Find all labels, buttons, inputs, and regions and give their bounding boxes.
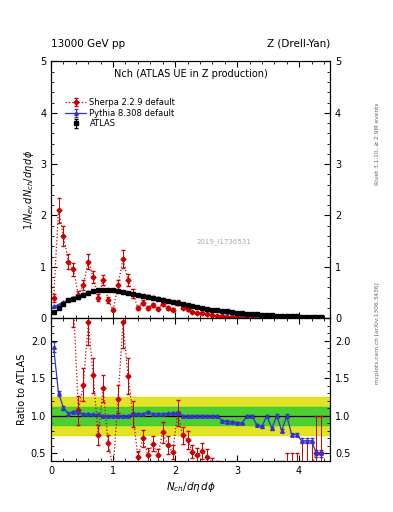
Text: Rivet 3.1.10, ≥ 2.9M events: Rivet 3.1.10, ≥ 2.9M events: [375, 102, 380, 185]
X-axis label: $N_{ch}/d\eta\,d\phi$: $N_{ch}/d\eta\,d\phi$: [165, 480, 216, 494]
Text: Z (Drell-Yan): Z (Drell-Yan): [267, 38, 330, 49]
Text: mcplots.cern.ch [arXiv:1306.3436]: mcplots.cern.ch [arXiv:1306.3436]: [375, 282, 380, 383]
Legend: Sherpa 2.2.9 default, Pythia 8.308 default, ATLAS: Sherpa 2.2.9 default, Pythia 8.308 defau…: [64, 96, 177, 130]
Text: 2019_I1736531: 2019_I1736531: [197, 238, 252, 245]
Text: Nch (ATLAS UE in Z production): Nch (ATLAS UE in Z production): [114, 69, 268, 79]
Y-axis label: Ratio to ATLAS: Ratio to ATLAS: [17, 354, 27, 425]
Y-axis label: $1/N_{ev}\,dN_{ch}/d\eta\,d\phi$: $1/N_{ev}\,dN_{ch}/d\eta\,d\phi$: [22, 150, 36, 230]
Text: 13000 GeV pp: 13000 GeV pp: [51, 38, 125, 49]
